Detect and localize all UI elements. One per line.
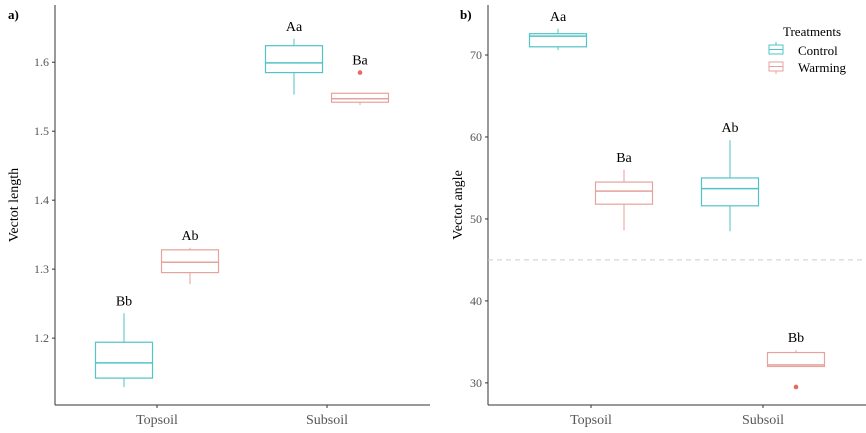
significance-label: Bb <box>116 294 132 309</box>
significance-label: Aa <box>286 20 303 35</box>
significance-label: Bb <box>788 331 804 346</box>
box-warming-topsoil: Ab <box>160 229 220 285</box>
legend-title: Treatments <box>783 24 841 39</box>
box-iqr <box>94 341 154 379</box>
box-control-topsoil: Bb <box>94 294 154 388</box>
y-tick-label: 30 <box>470 376 482 390</box>
x-tick-label: Subsoil <box>742 413 784 428</box>
box-control-subsoil: Aa <box>264 20 324 95</box>
box-control-topsoil: Aa <box>528 10 588 51</box>
y-tick-label: 1.6 <box>34 55 49 69</box>
box-iqr <box>330 92 390 103</box>
y-tick-label: 1.5 <box>34 124 49 138</box>
panel-a: a) Vectot length 1.2 1.3 1.4 1.5 1.6 Topsoil Sub… <box>7 5 430 428</box>
outlier-point <box>793 384 799 390</box>
significance-label: Aa <box>550 10 567 25</box>
x-tick-label: Topsoil <box>136 413 178 428</box>
significance-label: Ab <box>181 229 198 244</box>
box-iqr <box>264 45 324 74</box>
significance-label: Ab <box>721 121 738 136</box>
box-iqr <box>700 177 760 207</box>
y-tick-label: 60 <box>470 130 482 144</box>
box-control-subsoil: Ab <box>700 121 760 232</box>
y-tick-label: 50 <box>470 212 482 226</box>
significance-label: Ba <box>352 54 368 69</box>
outlier-point <box>357 70 363 75</box>
box-warming-topsoil: Ba <box>594 151 654 231</box>
panel-label: a) <box>8 7 19 22</box>
box-iqr <box>160 249 220 274</box>
legend-key-warming <box>768 61 784 74</box>
box-iqr <box>766 351 826 368</box>
y-axis-title: Vectot length <box>7 168 22 242</box>
legend-key-control <box>768 42 784 55</box>
x-tick-label: Topsoil <box>570 413 612 428</box>
box-iqr <box>528 33 588 48</box>
legend: Treatments Control Warming <box>768 24 847 75</box>
box-warming-subsoil: Ba <box>330 54 390 105</box>
y-tick-label: 1.2 <box>34 331 49 345</box>
y-axis-title: Vectot angle <box>451 170 466 240</box>
significance-label: Ba <box>616 151 632 166</box>
legend-label-warming: Warming <box>798 60 847 75</box>
y-tick-label: 70 <box>470 48 482 62</box>
panel-label: b) <box>460 7 472 22</box>
box-warming-subsoil: Bb <box>766 331 826 390</box>
panel-b: b) Vectot angle 30 40 50 60 70 Topsoil Subsoil Aa… <box>451 5 866 428</box>
y-tick-label: 40 <box>470 294 482 308</box>
legend-label-control: Control <box>798 43 838 58</box>
box-iqr <box>594 181 654 205</box>
y-tick-label: 1.4 <box>34 193 49 207</box>
x-tick-label: Subsoil <box>306 413 348 428</box>
y-tick-label: 1.3 <box>34 262 49 276</box>
